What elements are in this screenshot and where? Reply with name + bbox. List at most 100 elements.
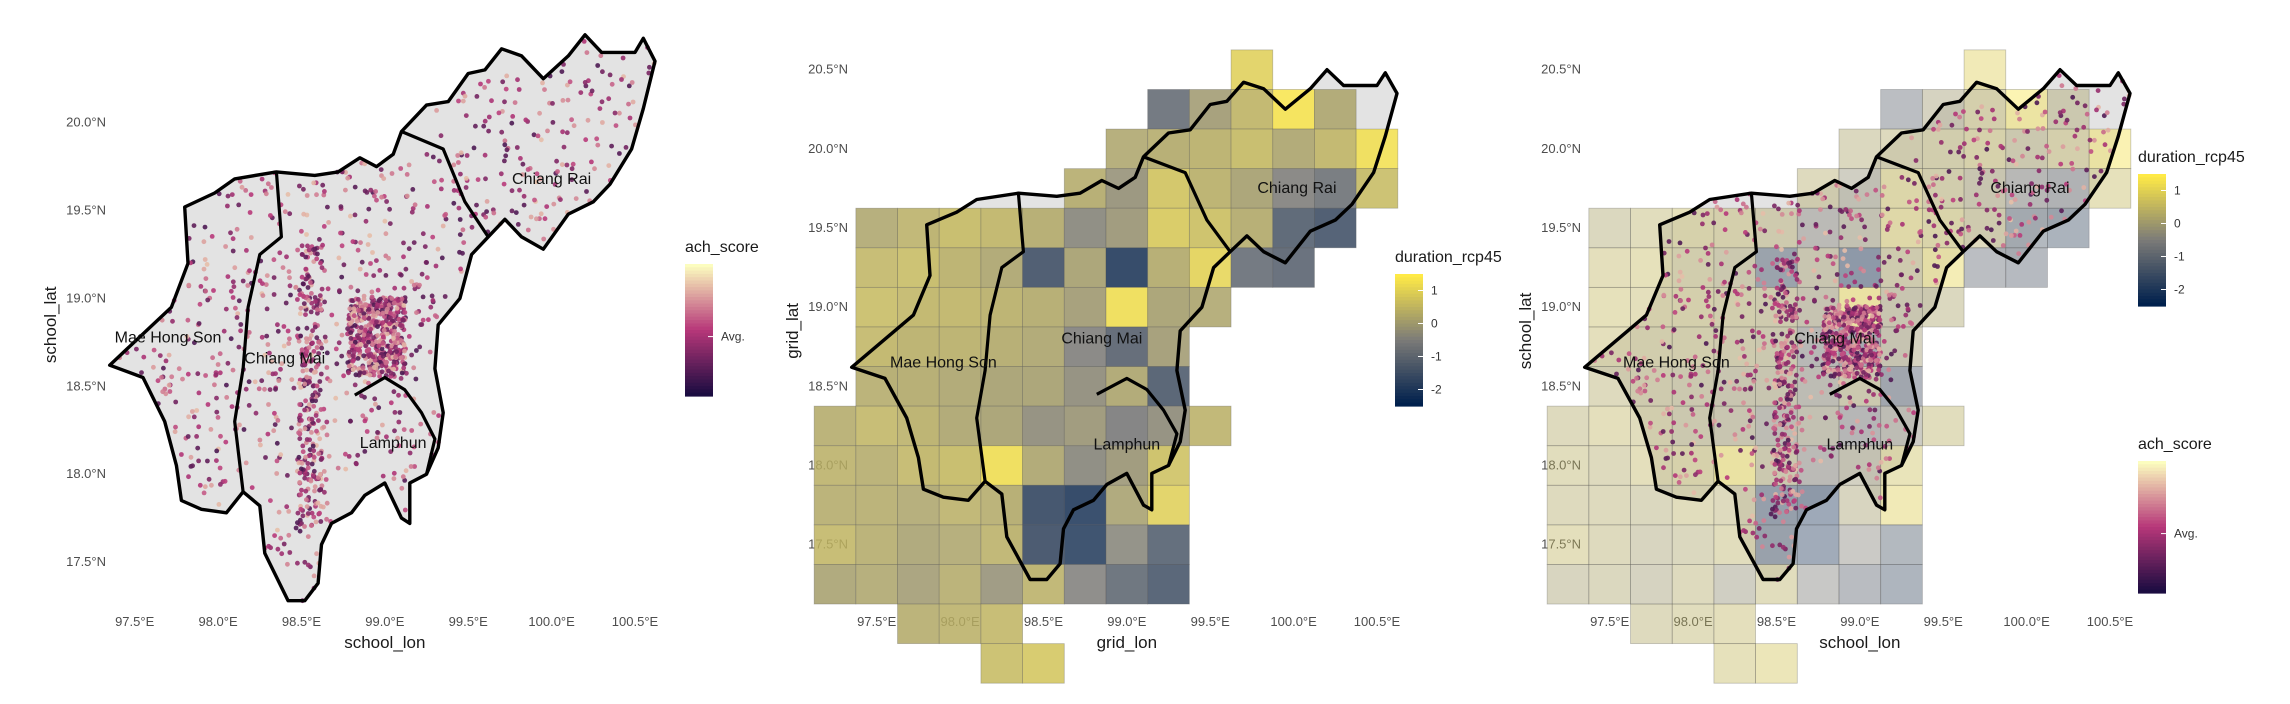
- school-point: [196, 390, 202, 396]
- school-point: [1826, 320, 1832, 326]
- school-point: [1843, 273, 1848, 279]
- school-point: [311, 448, 317, 454]
- school-point: [1788, 366, 1794, 372]
- school-point: [217, 465, 223, 471]
- school-point: [1746, 423, 1752, 429]
- grid-cell: [1588, 524, 1631, 565]
- school-point: [1737, 386, 1742, 392]
- school-point: [314, 307, 320, 312]
- school-point: [361, 332, 367, 338]
- school-point: [401, 254, 406, 260]
- school-point: [1661, 465, 1666, 471]
- school-point: [355, 297, 361, 302]
- school-point: [428, 304, 434, 310]
- school-point: [1877, 352, 1882, 358]
- school-point: [1823, 327, 1828, 333]
- school-point: [1777, 422, 1783, 427]
- school-point: [1738, 292, 1744, 298]
- school-point: [410, 206, 416, 211]
- school-point: [186, 414, 192, 420]
- legend-swatch: [685, 273, 713, 278]
- grid-cell: [1755, 564, 1798, 605]
- school-point: [225, 193, 231, 199]
- school-point: [1768, 294, 1774, 300]
- school-point: [424, 152, 430, 157]
- school-point: [1787, 478, 1792, 484]
- school-point: [478, 81, 483, 87]
- school-point: [298, 466, 304, 472]
- school-point: [334, 361, 340, 367]
- school-point: [411, 240, 417, 246]
- school-point: [1932, 233, 1938, 239]
- school-point: [274, 471, 280, 476]
- school-point: [389, 343, 395, 349]
- school-point: [538, 137, 544, 143]
- school-point: [1779, 369, 1785, 375]
- school-point: [1788, 506, 1794, 511]
- school-point: [319, 265, 325, 271]
- school-point: [406, 162, 412, 168]
- school-point: [259, 378, 265, 384]
- school-point: [346, 316, 352, 322]
- school-point: [1836, 305, 1842, 311]
- school-point: [286, 269, 292, 274]
- grid-cell: [1147, 247, 1190, 288]
- school-point: [286, 509, 292, 514]
- school-point: [358, 342, 364, 347]
- school-point: [609, 81, 615, 87]
- school-point: [1774, 414, 1779, 420]
- grid-cell: [1314, 168, 1357, 209]
- school-point: [394, 335, 400, 341]
- school-point: [424, 260, 429, 265]
- school-point: [1814, 337, 1820, 343]
- school-point: [1788, 396, 1793, 402]
- land-area: [1584, 69, 2130, 580]
- school-point: [185, 434, 191, 439]
- school-point: [391, 335, 396, 341]
- grid-cell: [855, 207, 898, 249]
- school-point: [1878, 278, 1884, 284]
- school-point: [288, 292, 293, 298]
- school-point: [461, 240, 467, 246]
- school-point: [237, 422, 242, 428]
- school-point: [285, 328, 291, 334]
- school-point: [1663, 447, 1669, 453]
- school-point: [1687, 382, 1692, 388]
- school-point: [456, 98, 461, 104]
- school-point: [1770, 305, 1775, 311]
- school-point: [374, 362, 380, 367]
- school-point: [305, 562, 311, 568]
- school-point: [1793, 492, 1799, 497]
- school-point: [1792, 251, 1797, 257]
- legend-swatch: [685, 280, 713, 285]
- school-point: [1836, 356, 1842, 362]
- school-point: [606, 163, 612, 169]
- grid-cell: [1588, 405, 1631, 447]
- legend-swatch: [2138, 556, 2166, 561]
- grid-cell: [2005, 207, 2048, 249]
- school-point: [202, 257, 208, 262]
- school-point: [302, 362, 308, 367]
- school-point: [1822, 314, 1828, 319]
- school-point: [1750, 530, 1756, 536]
- school-point: [304, 339, 310, 345]
- grid-cell: [1063, 247, 1107, 288]
- school-point: [1778, 397, 1783, 402]
- x-tick-label: 99.5°E: [449, 614, 489, 629]
- legend-swatch: [685, 339, 713, 344]
- school-point: [286, 532, 292, 538]
- legend-swatch: [2138, 213, 2166, 218]
- school-point: [1785, 344, 1790, 350]
- school-point: [304, 336, 309, 341]
- school-point: [273, 386, 278, 392]
- y-tick-label: 19.0°N: [1541, 299, 1581, 314]
- grid-cell: [1921, 405, 1965, 447]
- legend-swatch: [685, 382, 713, 387]
- legend-swatch: [2138, 253, 2166, 258]
- school-point: [230, 295, 236, 300]
- school-point: [401, 303, 407, 308]
- school-point: [582, 80, 588, 85]
- school-point: [2057, 110, 2063, 115]
- school-point: [228, 230, 233, 236]
- school-point: [1895, 246, 1901, 252]
